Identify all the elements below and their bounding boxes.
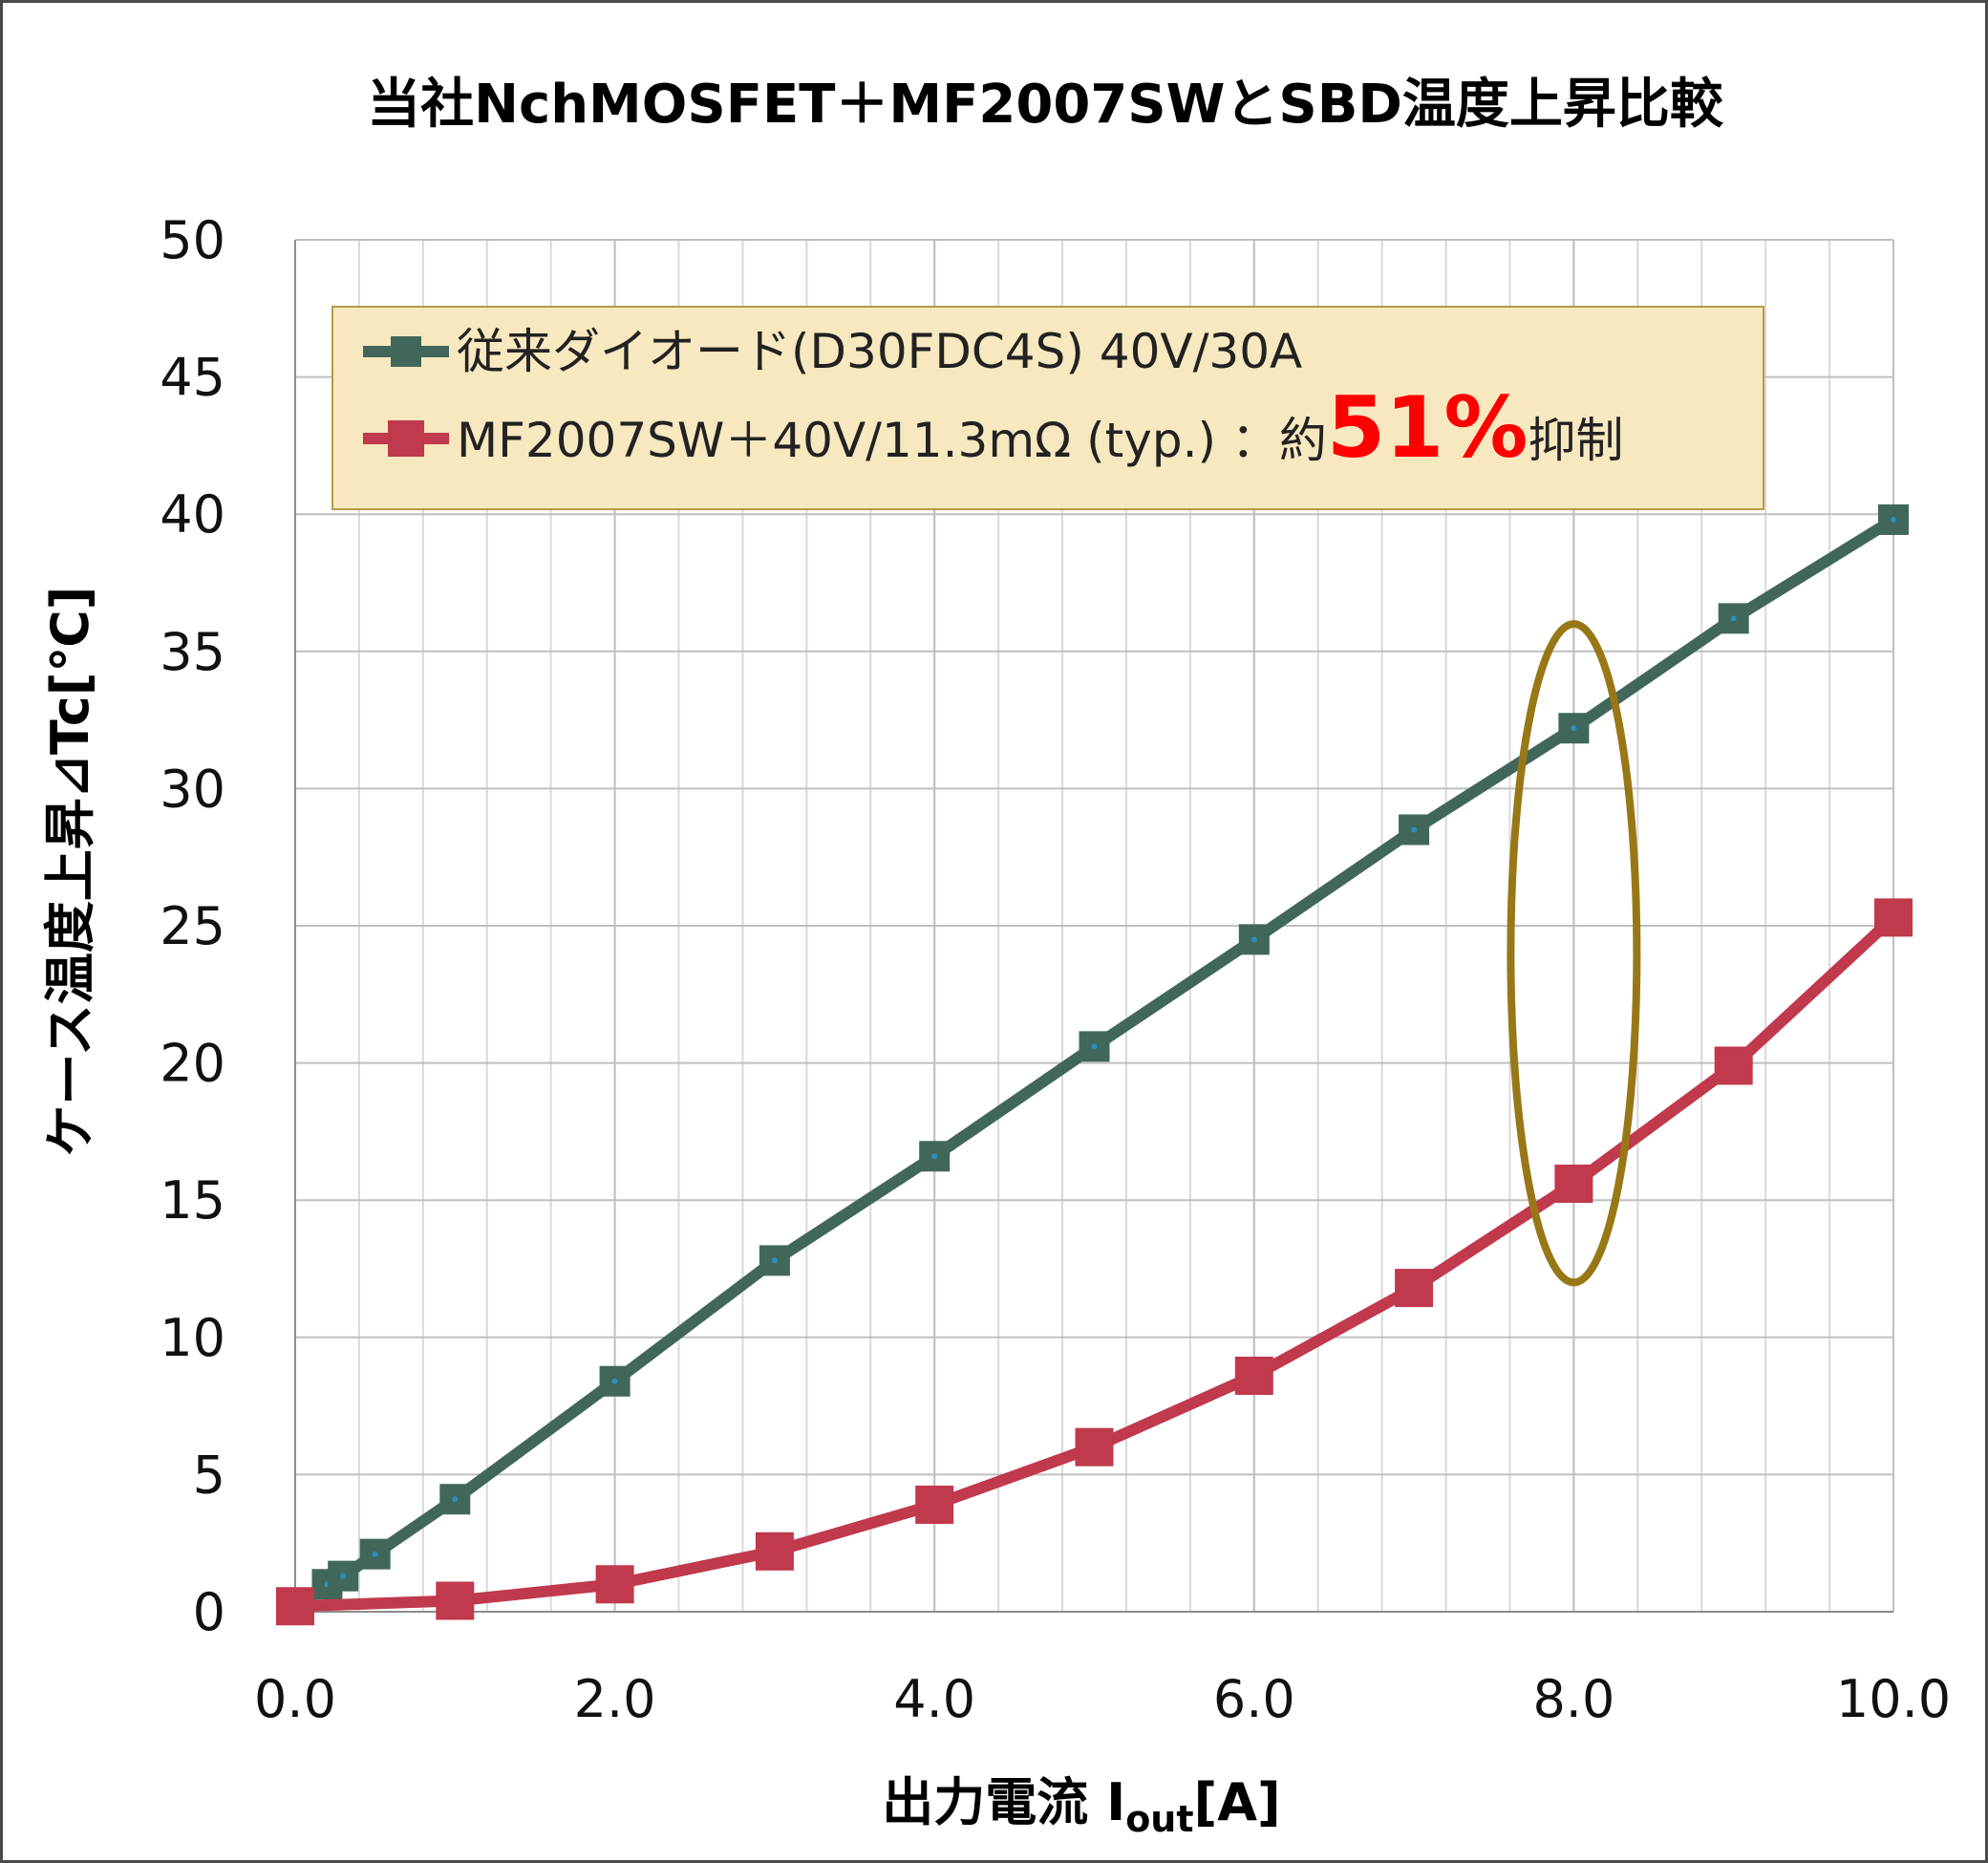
x-tick-label: 2.0 bbox=[574, 1669, 656, 1729]
data-point bbox=[915, 1485, 954, 1524]
x-tick-labels: 0.0 2.0 4.0 6.0 8.0 10.0 bbox=[254, 1669, 1951, 1729]
data-point-dot bbox=[1891, 516, 1896, 523]
data-point-dot bbox=[1091, 1043, 1098, 1050]
data-point-dot bbox=[1730, 615, 1737, 622]
x-tick-label: 0.0 bbox=[254, 1669, 336, 1729]
y-tick-label: 25 bbox=[160, 896, 225, 956]
data-point bbox=[1075, 1427, 1114, 1467]
y-tick-label: 35 bbox=[160, 622, 225, 682]
x-tick-label: 6.0 bbox=[1213, 1669, 1295, 1729]
y-axis-label: ケース温度上昇⊿Tc[℃] bbox=[40, 587, 100, 1157]
x-tick-label: 4.0 bbox=[893, 1669, 975, 1729]
data-point bbox=[1554, 1164, 1593, 1203]
chart-series bbox=[276, 503, 1913, 1626]
legend-box bbox=[331, 306, 1764, 510]
data-point-dot bbox=[340, 1573, 347, 1579]
y-tick-label: 30 bbox=[160, 759, 225, 819]
legend-label-series-2-suffix: 抑制 bbox=[1528, 413, 1624, 468]
y-tick-labels: 0 5 10 15 20 25 30 35 40 45 50 bbox=[160, 210, 225, 1642]
y-tick-label: 10 bbox=[160, 1308, 225, 1368]
data-point bbox=[1395, 1269, 1434, 1308]
legend-label-series-1: 従来ダイオード(D30FDC4S) 40V/30A bbox=[457, 324, 1302, 379]
x-tick-label: 8.0 bbox=[1532, 1669, 1614, 1729]
legend: 従来ダイオード(D30FDC4S) 40V/30A MF2007SW＋40V/1… bbox=[331, 306, 1764, 510]
data-point bbox=[595, 1565, 634, 1604]
data-point bbox=[436, 1581, 475, 1620]
legend-swatch-marker bbox=[391, 336, 421, 367]
y-tick-label: 0 bbox=[193, 1582, 225, 1642]
data-point-dot bbox=[1411, 826, 1418, 833]
x-axis-label-suffix: [A] bbox=[1194, 1772, 1281, 1832]
data-point-dot bbox=[372, 1551, 378, 1557]
series-line-2 bbox=[294, 912, 1898, 1613]
data-point bbox=[1234, 1357, 1273, 1396]
data-point-dot bbox=[1571, 725, 1577, 732]
data-point bbox=[755, 1531, 794, 1571]
x-axis-label-main: 出力電流 I bbox=[882, 1772, 1125, 1832]
y-tick-label: 5 bbox=[193, 1445, 225, 1505]
legend-label-series-2: MF2007SW＋40V/11.3mΩ (typ.) ：約51%抑制 bbox=[457, 378, 1624, 477]
x-axis-label: 出力電流 Iout[A] bbox=[882, 1772, 1280, 1840]
data-point-dot bbox=[452, 1496, 459, 1503]
chart-annotation bbox=[1507, 620, 1641, 1287]
y-tick-label: 45 bbox=[160, 348, 225, 408]
data-point-dot bbox=[611, 1378, 618, 1384]
data-point-dot bbox=[1251, 936, 1257, 943]
y-tick-label: 40 bbox=[160, 484, 225, 545]
data-point bbox=[1874, 898, 1913, 937]
data-point bbox=[276, 1587, 314, 1626]
legend-label-series-2-text: MF2007SW＋40V/11.3mΩ (typ.) ：約 bbox=[457, 413, 1327, 468]
y-tick-label: 20 bbox=[160, 1034, 225, 1094]
x-tick-label: 10.0 bbox=[1836, 1669, 1951, 1729]
legend-swatch-marker bbox=[388, 420, 424, 457]
y-tick-label: 50 bbox=[160, 210, 225, 270]
y-tick-label: 15 bbox=[160, 1170, 225, 1231]
data-point bbox=[1714, 1046, 1753, 1085]
chart-title: 当社NchMOSFET＋MF2007SWとSBD温度上昇比較 bbox=[367, 74, 1724, 136]
data-point-dot bbox=[931, 1153, 938, 1160]
data-point-dot bbox=[771, 1257, 778, 1264]
x-axis-label-subscript: out bbox=[1125, 1798, 1193, 1840]
highlight-ellipse bbox=[1507, 620, 1641, 1287]
legend-label-highlight: 51% bbox=[1327, 378, 1528, 477]
